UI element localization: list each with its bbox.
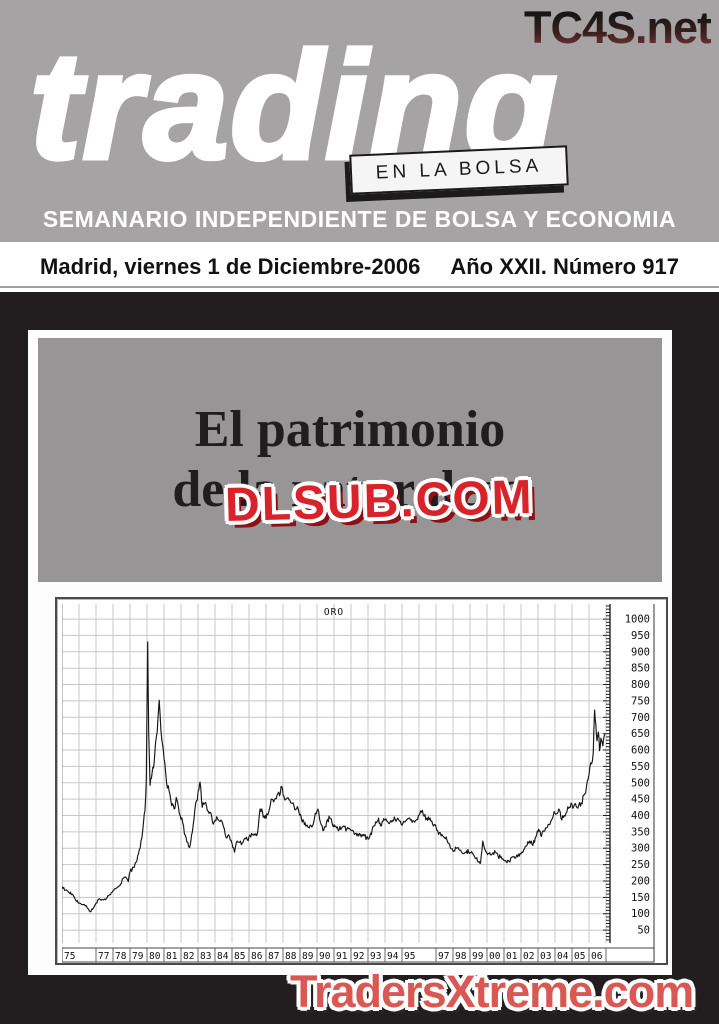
svg-text:95: 95 (404, 951, 415, 962)
svg-text:79: 79 (132, 951, 144, 962)
date-strip: Madrid, viernes 1 de Diciembre-2006 Año … (0, 242, 719, 292)
svg-text:78: 78 (115, 951, 127, 962)
svg-text:83: 83 (200, 951, 211, 962)
svg-text:550: 550 (631, 761, 650, 773)
svg-text:98: 98 (455, 951, 467, 962)
svg-text:200: 200 (631, 876, 650, 888)
svg-text:89: 89 (302, 951, 314, 962)
svg-text:82: 82 (183, 951, 194, 962)
gold-chart-panel: ORO 1000 950 900 850 800 750 700 650 600 550 500 450… (55, 597, 668, 965)
svg-text:850: 850 (631, 663, 650, 675)
svg-text:00: 00 (489, 951, 501, 962)
svg-text:06: 06 (591, 951, 603, 962)
svg-text:03: 03 (540, 951, 551, 962)
svg-text:01: 01 (506, 951, 518, 962)
gold-price-chart: ORO1000950900850800750700650600550500450… (62, 604, 655, 963)
masthead: TC4S.net trading EN LA BOLSA SEMANARIO I… (0, 0, 719, 242)
cover-body: El patrimonio de la naturaleza ORO 1000 95… (0, 292, 719, 1024)
svg-text:650: 650 (631, 728, 650, 740)
svg-text:100: 100 (631, 908, 650, 920)
svg-text:04: 04 (557, 951, 569, 962)
svg-text:02: 02 (523, 951, 534, 962)
svg-text:90: 90 (319, 951, 331, 962)
cover-headline-line1: El patrimonio (194, 401, 506, 458)
issue-number: Año XXII. Número 917 (450, 254, 679, 279)
svg-text:75: 75 (64, 951, 75, 962)
svg-text:94: 94 (387, 951, 399, 962)
tagline-text: EN LA BOLSA (375, 155, 543, 184)
svg-text:87: 87 (268, 951, 279, 962)
svg-text:85: 85 (234, 951, 245, 962)
svg-text:450: 450 (631, 794, 650, 806)
svg-text:84: 84 (217, 951, 229, 962)
tradersxtreme-watermark: TradersXtreme.com (290, 966, 694, 1017)
svg-text:86: 86 (251, 951, 263, 962)
svg-text:950: 950 (631, 630, 650, 642)
masthead-subtitle: SEMANARIO INDEPENDIENTE DE BOLSA Y ECONO… (42, 206, 677, 232)
divider-rule (0, 286, 719, 288)
svg-text:99: 99 (472, 951, 484, 962)
svg-text:81: 81 (166, 951, 178, 962)
dateline: Madrid, viernes 1 de Diciembre-2006 (40, 254, 421, 279)
svg-text:700: 700 (631, 712, 650, 724)
dlsub-watermark: DLSUB.COM (224, 470, 535, 533)
svg-text:77: 77 (98, 951, 109, 962)
svg-text:300: 300 (631, 843, 650, 855)
svg-text:ORO: ORO (324, 607, 344, 618)
cover-headline-line2: de la naturaleza (172, 461, 528, 518)
svg-text:900: 900 (631, 646, 650, 658)
svg-text:750: 750 (631, 695, 650, 707)
svg-text:800: 800 (631, 679, 650, 691)
svg-text:500: 500 (631, 777, 650, 789)
tc4s-watermark: TC4S.net (523, 2, 712, 53)
svg-text:80: 80 (149, 951, 161, 962)
svg-text:97: 97 (438, 951, 449, 962)
svg-text:400: 400 (631, 810, 650, 822)
cover-headline-box: El patrimonio de la naturaleza (38, 338, 662, 582)
svg-text:1000: 1000 (625, 614, 650, 626)
svg-text:350: 350 (631, 826, 650, 838)
svg-text:600: 600 (631, 745, 650, 757)
svg-text:250: 250 (631, 859, 650, 871)
svg-text:150: 150 (631, 892, 650, 904)
svg-text:91: 91 (336, 951, 348, 962)
svg-text:93: 93 (370, 951, 381, 962)
svg-text:92: 92 (353, 951, 364, 962)
inner-page: El patrimonio de la naturaleza ORO 1000 95… (28, 330, 672, 975)
svg-text:50: 50 (637, 925, 650, 937)
svg-text:88: 88 (285, 951, 297, 962)
svg-text:05: 05 (574, 951, 585, 962)
